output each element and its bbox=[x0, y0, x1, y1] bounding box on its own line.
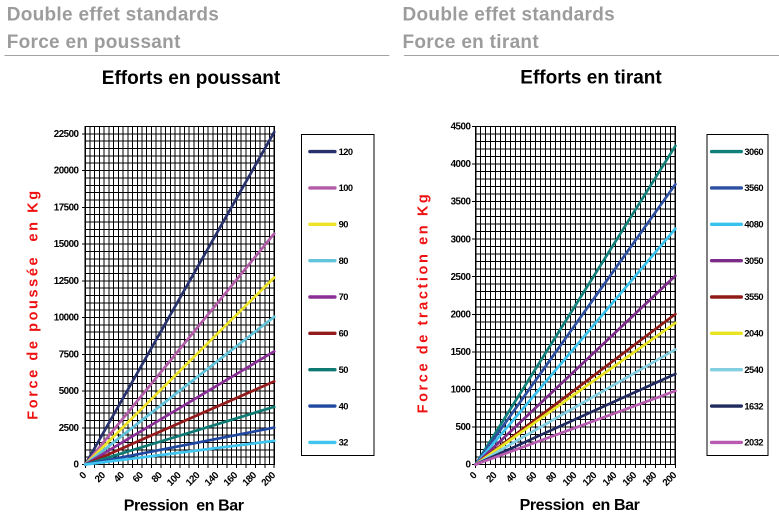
svg-text:3550: 3550 bbox=[744, 292, 763, 302]
svg-text:40: 40 bbox=[504, 470, 520, 486]
svg-text:80: 80 bbox=[339, 256, 349, 266]
svg-text:2032: 2032 bbox=[744, 438, 763, 448]
svg-text:4000: 4000 bbox=[451, 159, 472, 170]
svg-text:15000: 15000 bbox=[54, 239, 80, 250]
svg-text:3000: 3000 bbox=[451, 234, 472, 245]
svg-text:70: 70 bbox=[339, 292, 349, 302]
svg-text:0: 0 bbox=[78, 470, 90, 482]
svg-text:90: 90 bbox=[339, 220, 349, 230]
svg-text:1632: 1632 bbox=[744, 401, 763, 411]
svg-text:160: 160 bbox=[222, 470, 241, 489]
svg-text:120: 120 bbox=[339, 147, 353, 157]
svg-text:Efforts en poussant: Efforts en poussant bbox=[102, 68, 281, 89]
svg-text:2540: 2540 bbox=[744, 365, 763, 375]
svg-text:60: 60 bbox=[339, 329, 349, 339]
svg-text:2500: 2500 bbox=[59, 423, 80, 434]
svg-text:60: 60 bbox=[131, 470, 147, 486]
svg-text:20: 20 bbox=[484, 470, 500, 486]
svg-text:160: 160 bbox=[621, 470, 640, 489]
svg-text:80: 80 bbox=[150, 470, 166, 486]
svg-text:Double effet standards: Double effet standards bbox=[403, 5, 615, 26]
svg-text:100: 100 bbox=[561, 470, 580, 489]
svg-text:20: 20 bbox=[93, 470, 109, 486]
svg-text:0: 0 bbox=[74, 460, 80, 471]
svg-text:Force de poussée en Kg: Force de poussée en Kg bbox=[26, 188, 42, 419]
svg-text:4080: 4080 bbox=[744, 220, 763, 230]
svg-text:0: 0 bbox=[468, 470, 480, 482]
svg-text:7500: 7500 bbox=[59, 349, 80, 360]
svg-text:140: 140 bbox=[601, 470, 620, 489]
svg-text:Double effet standards: Double effet standards bbox=[7, 5, 219, 26]
svg-text:Force en poussant: Force en poussant bbox=[7, 32, 181, 53]
svg-text:Efforts en tirant: Efforts en tirant bbox=[520, 68, 662, 89]
svg-text:40: 40 bbox=[339, 401, 349, 411]
svg-text:Pression en Bar: Pression en Bar bbox=[124, 498, 244, 515]
svg-text:10000: 10000 bbox=[54, 313, 80, 324]
svg-text:180: 180 bbox=[241, 470, 260, 489]
svg-text:0: 0 bbox=[465, 460, 471, 471]
svg-text:140: 140 bbox=[203, 470, 222, 489]
svg-text:180: 180 bbox=[641, 470, 660, 489]
svg-text:100: 100 bbox=[165, 470, 184, 489]
svg-text:1000: 1000 bbox=[451, 384, 472, 395]
svg-text:32: 32 bbox=[339, 438, 349, 448]
svg-text:Force en tirant: Force en tirant bbox=[403, 32, 540, 53]
svg-text:80: 80 bbox=[544, 470, 560, 486]
svg-text:4500: 4500 bbox=[451, 122, 472, 133]
svg-text:200: 200 bbox=[661, 470, 680, 489]
svg-text:120: 120 bbox=[184, 470, 203, 489]
svg-text:120: 120 bbox=[581, 470, 600, 489]
svg-text:1500: 1500 bbox=[451, 347, 472, 358]
svg-text:100: 100 bbox=[339, 183, 353, 193]
svg-text:12500: 12500 bbox=[54, 276, 80, 287]
svg-text:17500: 17500 bbox=[54, 202, 80, 213]
svg-text:3500: 3500 bbox=[451, 197, 472, 208]
svg-text:Force de traction en Kg: Force de traction en Kg bbox=[415, 192, 431, 414]
svg-text:3050: 3050 bbox=[744, 256, 763, 266]
svg-text:22500: 22500 bbox=[54, 129, 80, 140]
svg-text:5000: 5000 bbox=[59, 386, 80, 397]
svg-text:2040: 2040 bbox=[744, 329, 763, 339]
svg-text:2500: 2500 bbox=[451, 272, 472, 283]
svg-text:Pression en Bar: Pression en Bar bbox=[520, 497, 640, 514]
svg-text:50: 50 bbox=[339, 365, 349, 375]
svg-text:20000: 20000 bbox=[54, 166, 80, 177]
svg-text:3060: 3060 bbox=[744, 147, 763, 157]
svg-text:500: 500 bbox=[456, 422, 472, 433]
svg-text:200: 200 bbox=[260, 470, 279, 489]
svg-text:2000: 2000 bbox=[451, 309, 472, 320]
svg-text:3560: 3560 bbox=[744, 183, 763, 193]
svg-text:60: 60 bbox=[524, 470, 540, 486]
svg-text:40: 40 bbox=[112, 470, 128, 486]
